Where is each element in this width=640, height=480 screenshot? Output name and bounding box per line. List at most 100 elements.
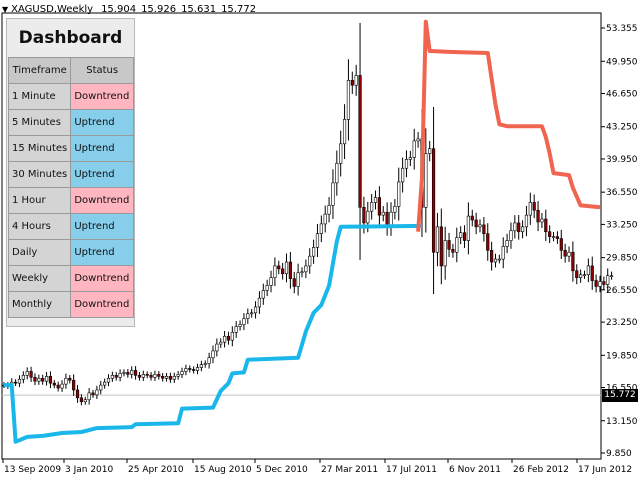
candle	[176, 371, 180, 380]
candlestick-series	[2, 22, 614, 406]
candle	[199, 360, 203, 372]
x-tick-label: 15 Aug 2010	[194, 465, 252, 475]
candle	[118, 369, 122, 382]
candle	[29, 366, 33, 382]
candle	[470, 209, 474, 227]
price-axis: 53.355 49.950 46.650 43.250 39.950 36.550 33.2…	[601, 24, 638, 459]
candle	[571, 241, 575, 282]
candle	[137, 372, 142, 381]
candle	[41, 374, 45, 385]
candle	[416, 132, 420, 148]
status-cell: Downtrend	[70, 83, 134, 110]
candle	[370, 194, 374, 220]
candle	[466, 202, 471, 255]
candle	[490, 241, 494, 271]
y-tick-label: 46.650	[606, 90, 638, 100]
candle	[110, 371, 114, 382]
candle	[157, 371, 161, 380]
candle	[501, 237, 505, 269]
candle	[250, 308, 254, 318]
candle	[331, 169, 335, 219]
trend-table: Timeframe Status 1 Minute Downtrend 5 Min…	[7, 57, 134, 318]
candle	[242, 313, 246, 331]
candle	[548, 225, 552, 244]
x-tick-label: 3 Jan 2010	[65, 465, 113, 475]
candle	[528, 192, 532, 225]
candle	[161, 373, 165, 382]
candle	[203, 360, 207, 368]
candle	[192, 366, 196, 374]
candle	[265, 279, 269, 297]
dashboard-panel: Dashboard Timeframe Status 1 Minute Downt…	[6, 18, 135, 327]
candle	[130, 366, 134, 379]
candle	[33, 373, 37, 386]
candle	[459, 226, 463, 245]
timeframe-header: Timeframe	[7, 57, 72, 84]
candle	[64, 373, 68, 389]
timeframe-cell: Weekly	[7, 265, 72, 292]
dropdown-triangle-icon[interactable]: ▼	[2, 5, 9, 14]
table-row: Daily Uptrend	[7, 239, 134, 266]
candle	[335, 150, 339, 196]
candle	[44, 371, 49, 386]
y-tick-label: 16.550	[606, 384, 638, 394]
candle	[520, 220, 525, 239]
status-cell: Uptrend	[70, 109, 134, 136]
y-tick-label: 53.355	[606, 24, 638, 34]
x-tick-label: 25 Apr 2010	[128, 465, 184, 475]
table-row: 4 Hours Uptrend	[7, 213, 134, 240]
candle	[381, 206, 385, 222]
candle	[443, 226, 447, 280]
status-cell: Uptrend	[70, 161, 134, 188]
candle	[106, 374, 111, 387]
candle	[590, 256, 594, 290]
candle	[238, 320, 242, 331]
timeframe-cell: 15 Minutes	[7, 135, 72, 162]
status-cell: Downtrend	[70, 291, 134, 318]
candle	[377, 186, 381, 227]
candle	[72, 374, 76, 396]
candle	[37, 374, 41, 385]
y-tick-label: 36.550	[606, 188, 638, 198]
status-cell: Uptrend	[70, 239, 134, 266]
open-value: 15.904	[101, 4, 137, 15]
candle	[226, 331, 231, 345]
candle	[532, 194, 536, 219]
candle	[277, 260, 281, 275]
candle	[211, 345, 215, 364]
table-row: 5 Minutes Uptrend	[7, 109, 134, 136]
y-tick-label: 19.850	[606, 351, 638, 361]
y-tick-label: 26.550	[606, 286, 638, 296]
trend-lines	[4, 19, 601, 444]
candle	[486, 223, 490, 261]
candle	[133, 366, 138, 380]
candle	[451, 243, 455, 258]
candle	[455, 227, 459, 263]
candle	[354, 64, 358, 96]
candle	[401, 157, 405, 193]
candle	[559, 229, 563, 259]
candle	[582, 270, 587, 279]
current-price-tag: 15.772	[602, 389, 638, 403]
uptrend-line	[4, 223, 423, 444]
candle	[25, 367, 29, 380]
status-cell: Downtrend	[70, 265, 134, 292]
candle	[230, 326, 234, 347]
y-tick-label: 13.150	[606, 417, 638, 427]
candle	[164, 373, 169, 382]
candle	[408, 150, 412, 167]
candle	[145, 371, 149, 379]
x-tick-label: 17 Jul 2011	[386, 465, 437, 475]
candle	[373, 190, 378, 210]
chart-border	[1, 12, 602, 460]
candle	[52, 379, 56, 389]
candle	[246, 308, 250, 324]
candle	[555, 231, 560, 244]
candle	[536, 201, 540, 232]
candle	[606, 268, 610, 292]
candle	[567, 246, 571, 263]
candle	[56, 381, 60, 392]
candle	[219, 338, 223, 348]
status-cell: Downtrend	[70, 187, 134, 214]
